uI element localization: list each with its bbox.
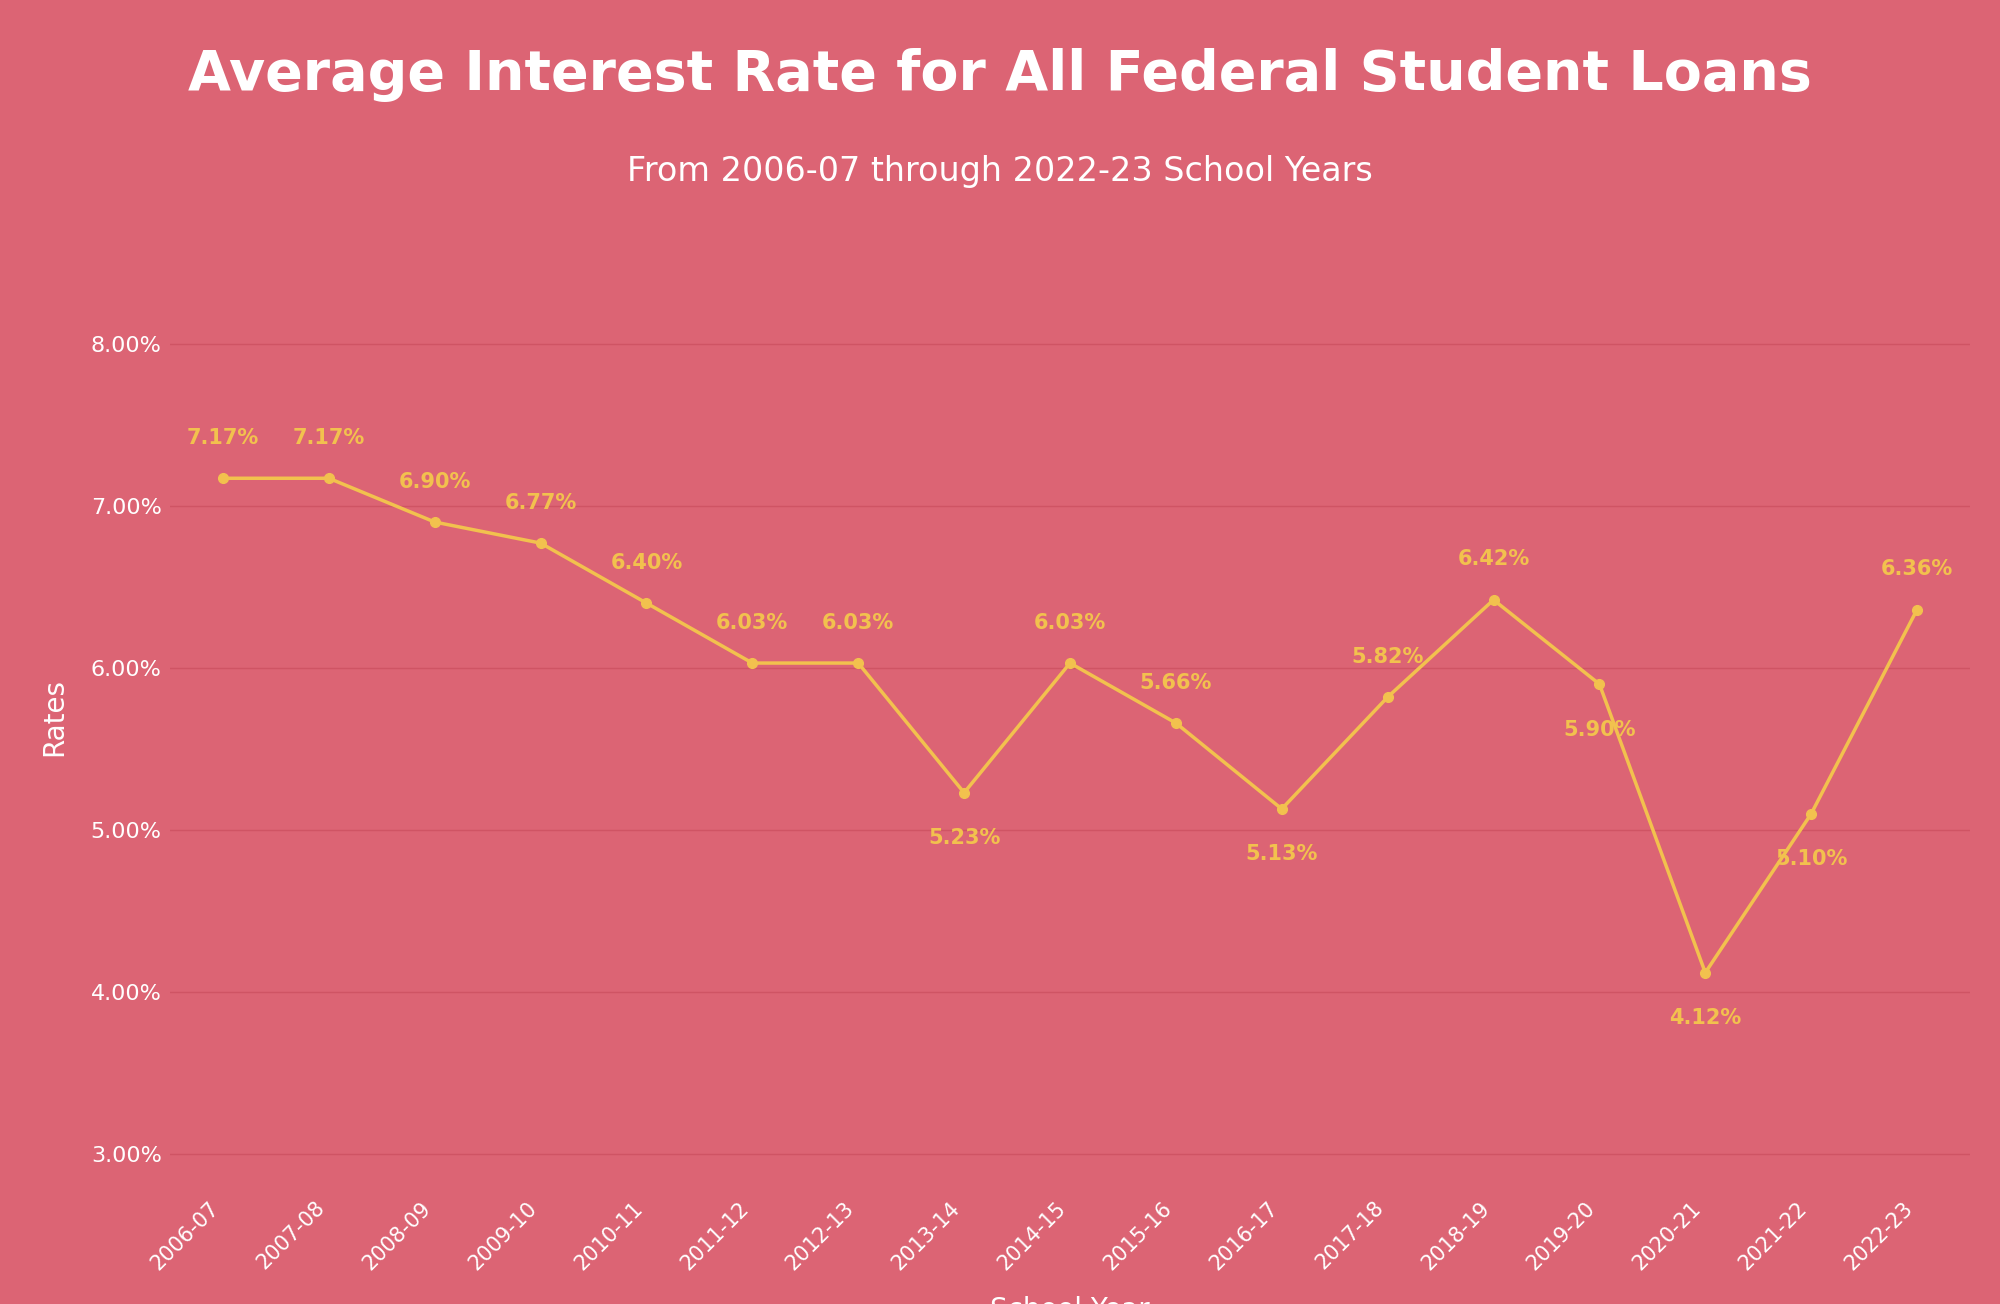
Text: 5.13%: 5.13%	[1246, 844, 1318, 865]
Text: 6.36%: 6.36%	[1880, 559, 1954, 579]
Text: 6.03%: 6.03%	[716, 613, 788, 632]
Text: 6.42%: 6.42%	[1458, 549, 1530, 570]
Text: 5.66%: 5.66%	[1140, 673, 1212, 692]
Text: Average Interest Rate for All Federal Student Loans: Average Interest Rate for All Federal St…	[188, 48, 1812, 102]
Text: 6.77%: 6.77%	[504, 493, 576, 512]
Text: 7.17%: 7.17%	[186, 428, 260, 447]
Text: 5.23%: 5.23%	[928, 828, 1000, 848]
Text: 6.40%: 6.40%	[610, 553, 682, 572]
X-axis label: School Year: School Year	[990, 1296, 1150, 1304]
Text: From 2006-07 through 2022-23 School Years: From 2006-07 through 2022-23 School Year…	[628, 155, 1372, 188]
Text: 5.82%: 5.82%	[1352, 647, 1424, 666]
Text: 4.12%: 4.12%	[1670, 1008, 1742, 1028]
Text: 6.03%: 6.03%	[1034, 613, 1106, 632]
Y-axis label: Rates: Rates	[40, 678, 68, 755]
Text: 5.10%: 5.10%	[1774, 849, 1848, 870]
Text: 5.90%: 5.90%	[1564, 720, 1636, 739]
Text: 6.03%: 6.03%	[822, 613, 894, 632]
Text: 6.90%: 6.90%	[398, 472, 470, 492]
Text: 7.17%: 7.17%	[292, 428, 364, 447]
